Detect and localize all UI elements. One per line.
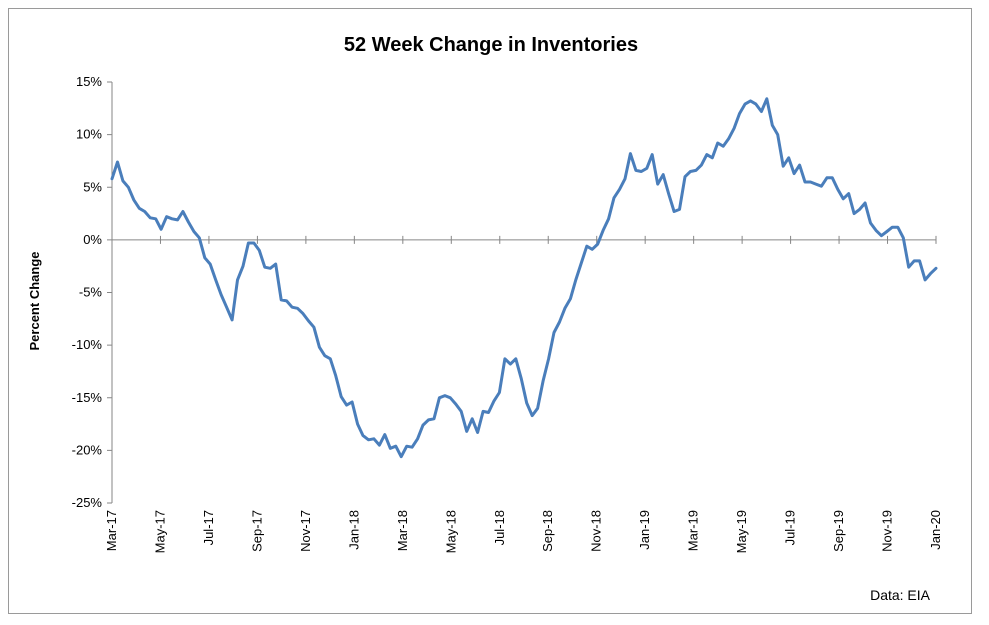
y-tick-label: -20% xyxy=(72,442,103,457)
x-tick-label: Mar-19 xyxy=(686,510,701,551)
y-tick-label: 15% xyxy=(76,74,102,89)
x-tick-label: Jul-19 xyxy=(783,510,798,545)
chart-frame: 52 Week Change in Inventories Percent Ch… xyxy=(8,8,972,614)
series-line xyxy=(110,97,938,459)
x-tick-label: Jan-19 xyxy=(637,510,652,550)
x-tick-label: Sep-17 xyxy=(249,510,264,552)
x-tick-label: Mar-17 xyxy=(104,510,119,551)
x-tick-label: May-18 xyxy=(443,510,458,553)
x-tick-label: Sep-19 xyxy=(831,510,846,552)
x-tick-label: Sep-18 xyxy=(540,510,555,552)
x-tick-label: May-17 xyxy=(152,510,167,553)
x-tick-label: Jan-20 xyxy=(928,510,943,550)
x-ticks-group: Mar-17 May-17 Jul-17 Sep-17 Nov-17 Jan-18 Mar-… xyxy=(104,235,943,553)
x-tick-label: Nov-17 xyxy=(298,510,313,552)
x-tick-label: Jul-17 xyxy=(201,510,216,545)
y-tick-label: -25% xyxy=(72,495,103,510)
y-axis-label: Percent Change xyxy=(27,252,42,351)
x-tick-label: May-19 xyxy=(734,510,749,553)
x-tick-label: Jan-18 xyxy=(346,510,361,550)
y-tick-label: 0% xyxy=(83,232,102,247)
y-tick-label: -15% xyxy=(72,390,103,405)
y-tick-label: 5% xyxy=(83,179,102,194)
x-tick-label: Nov-19 xyxy=(880,510,895,552)
y-tick-label: 10% xyxy=(76,127,102,142)
source-note: Data: EIA xyxy=(870,587,931,603)
y-tick-label: -10% xyxy=(72,337,103,352)
x-tick-label: Jul-18 xyxy=(492,510,507,545)
x-tick-label: Nov-18 xyxy=(589,510,604,552)
line-chart: 52 Week Change in Inventories Percent Ch… xyxy=(27,34,943,603)
chart-title: 52 Week Change in Inventories xyxy=(344,34,638,56)
y-ticks-group: 15% 10% 5% 0% -5% -10% -15% -20% -25% xyxy=(72,74,112,510)
y-tick-label: -5% xyxy=(79,285,103,300)
x-tick-label: Mar-18 xyxy=(395,510,410,551)
